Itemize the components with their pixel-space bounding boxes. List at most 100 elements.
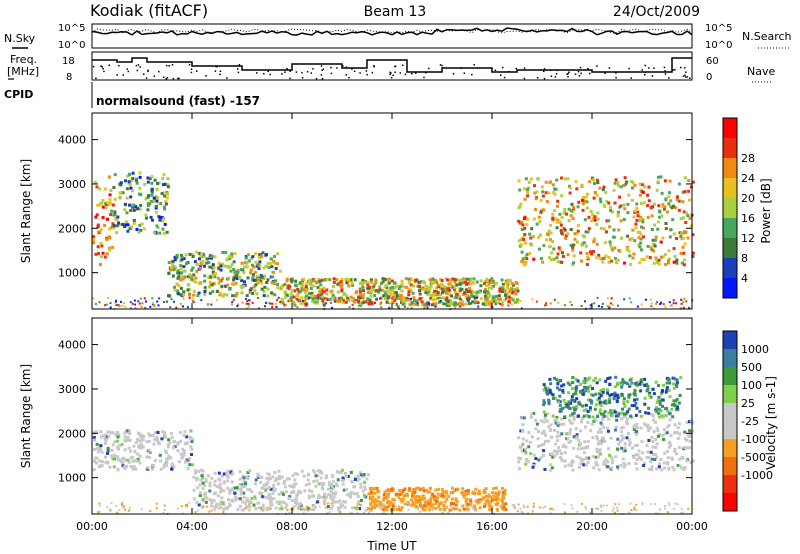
velocity-cell xyxy=(128,438,132,442)
velocity-cell xyxy=(92,447,96,451)
velocity-cell xyxy=(542,429,546,433)
power-cell xyxy=(498,287,502,291)
velocity-cell xyxy=(516,510,519,513)
velocity-cell xyxy=(654,380,658,384)
velocity-cell xyxy=(651,414,655,418)
power-cell xyxy=(429,285,433,289)
power-cell xyxy=(232,283,236,287)
velocity-cell xyxy=(622,412,626,416)
velocity-cell xyxy=(200,474,204,478)
power-cell xyxy=(555,226,559,230)
power-cell xyxy=(402,302,406,306)
power-cell xyxy=(257,280,261,284)
power-cell xyxy=(403,305,406,308)
velocity-cell xyxy=(400,491,404,495)
power-cell xyxy=(442,302,446,306)
velocity-cell xyxy=(575,455,579,459)
velocity-cell xyxy=(570,504,573,507)
velocity-cell xyxy=(597,396,601,400)
velocity-cell xyxy=(94,461,98,465)
velocity-cell xyxy=(447,511,450,514)
velocity-cell xyxy=(628,393,632,397)
power-cell xyxy=(293,289,297,293)
colorbar-tick-label: 4 xyxy=(741,272,748,285)
velocity-cell xyxy=(637,449,641,453)
colorbar-tick-label: 20 xyxy=(741,192,755,205)
power-cell xyxy=(231,303,234,306)
velocity-cell xyxy=(364,508,368,512)
power-cell xyxy=(246,253,250,257)
velocity-cell xyxy=(271,475,275,479)
velocity-cell xyxy=(440,508,443,511)
power-cell xyxy=(212,266,216,270)
power-cell xyxy=(150,187,154,191)
nave-point xyxy=(556,69,559,72)
velocity-cell xyxy=(307,496,311,500)
nave-point xyxy=(342,65,344,67)
colorbar-segment xyxy=(723,278,737,298)
power-cell xyxy=(519,243,523,247)
power-cell xyxy=(428,302,431,305)
power-cell xyxy=(304,290,308,294)
velocity-cell xyxy=(370,491,374,495)
power-cell xyxy=(422,288,426,292)
power-cell xyxy=(461,277,465,281)
velocity-cell xyxy=(650,503,653,506)
velocity-cell xyxy=(548,388,552,392)
power-cell xyxy=(430,303,434,307)
velocity-cell xyxy=(472,507,475,510)
power-cell xyxy=(211,273,215,277)
velocity-cell xyxy=(354,476,358,480)
power-cell xyxy=(346,296,350,300)
velocity-cell xyxy=(323,503,326,506)
velocity-cell xyxy=(391,497,395,501)
power-cell xyxy=(485,277,489,281)
power-cell xyxy=(475,300,478,303)
velocity-cell xyxy=(384,507,388,511)
power-cell xyxy=(261,251,265,255)
power-cell xyxy=(335,299,339,303)
power-cell xyxy=(689,185,693,189)
velocity-cell xyxy=(386,495,390,499)
velocity-cell xyxy=(632,398,636,402)
colorbar-tick-label: -1000 xyxy=(741,469,773,482)
nave-point xyxy=(463,72,466,75)
power-cell xyxy=(606,297,609,300)
velocity-cell xyxy=(340,504,344,508)
power-cell xyxy=(371,285,375,289)
velocity-cell xyxy=(261,503,265,507)
y-tick-label: 4000 xyxy=(58,134,86,147)
velocity-cell xyxy=(406,502,410,506)
power-cell xyxy=(109,306,112,309)
velocity-cell xyxy=(195,478,199,482)
velocity-cell xyxy=(663,505,666,508)
power-cell xyxy=(303,287,307,291)
power-cell xyxy=(336,282,340,286)
velocity-cell xyxy=(336,478,340,482)
velocity-cell xyxy=(623,404,627,408)
velocity-cell xyxy=(627,438,631,442)
power-cell xyxy=(551,183,555,187)
nave-point xyxy=(644,64,646,67)
velocity-cell xyxy=(431,506,434,509)
velocity-cell xyxy=(380,507,383,510)
power-cell xyxy=(188,273,192,277)
velocity-cell xyxy=(176,449,180,453)
power-cell xyxy=(485,279,489,283)
velocity-cell xyxy=(517,460,521,464)
velocity-cell xyxy=(147,439,151,443)
power-cell xyxy=(661,203,665,207)
power-cell xyxy=(129,179,133,183)
velocity-cell xyxy=(198,494,202,498)
nave-point xyxy=(684,76,687,78)
power-cell xyxy=(641,220,645,224)
power-cell xyxy=(123,208,127,212)
power-cell xyxy=(519,202,523,206)
power-cell xyxy=(192,293,196,297)
velocity-cell xyxy=(264,488,268,492)
power-cell xyxy=(435,293,439,297)
nave-point xyxy=(394,71,396,73)
power-cell xyxy=(217,281,221,285)
velocity-cell xyxy=(427,499,431,503)
velocity-cell xyxy=(622,462,626,466)
